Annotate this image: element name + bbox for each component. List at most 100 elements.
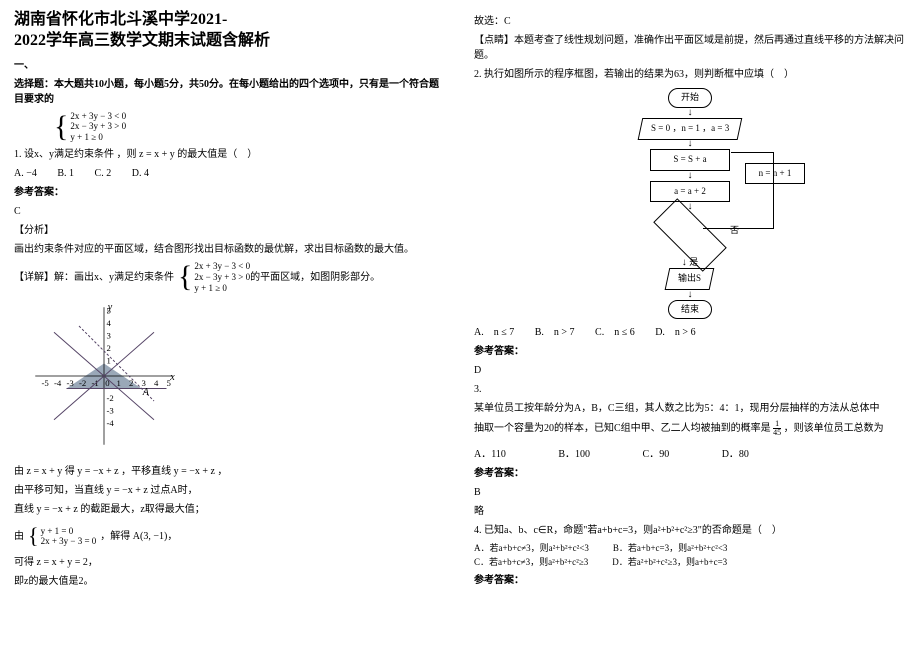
section-1-desc: 选择题：本大题共10小题，每小题5分，共50分。在每小题给出的四个选项中，只有是… xyxy=(14,77,446,107)
fc-side-step: n = n + 1 xyxy=(745,163,805,185)
brace-icon: { xyxy=(178,262,192,292)
sys-prefix: 由 xyxy=(14,529,24,544)
exam-title: 湖南省怀化市北斗溪中学2021- 2022学年高三数学文期末试题含解析 xyxy=(14,10,446,52)
arrow-down-icon: ↓ xyxy=(585,290,795,300)
fc-step2: a = a + 2 xyxy=(650,181,730,203)
opt-c: C．90 xyxy=(643,449,670,460)
fc-step1: S = S + a xyxy=(650,149,730,171)
feasible-region-graph: -5-4-3 -2-10 123 45 123 45 -2-3-4 A xy xyxy=(14,301,194,451)
opt-d: D．若a²+b²+c²≥3，则a+b+c=3 xyxy=(612,557,727,567)
answer-label: 参考答案： xyxy=(474,344,906,359)
analysis-label: 【分析】 xyxy=(14,223,446,238)
sol-line: 由平移可知，当直线 y = −x + z 过点A时， xyxy=(14,483,446,498)
left-column: 湖南省怀化市北斗溪中学2021- 2022学年高三数学文期末试题含解析 一、 选… xyxy=(0,0,460,651)
x-ticks: -5-4-3 -2-10 123 45 xyxy=(42,378,172,388)
title-line-1: 湖南省怀化市北斗溪中学2021- xyxy=(14,10,446,31)
section-1-label: 一、 xyxy=(14,58,446,73)
svg-text:1: 1 xyxy=(117,378,121,388)
svg-text:4: 4 xyxy=(107,318,112,328)
svg-text:2: 2 xyxy=(107,343,111,353)
dianjing: 【点睛】本题考查了线性规划问题，准确作出平面区域是前提，然后再通过直线平移的方法… xyxy=(474,33,906,63)
fc-end: 结束 xyxy=(668,300,712,320)
hence: 故选：C xyxy=(474,14,906,29)
q1-suffix: ，则 z = x + y 的最大值是（ ） xyxy=(117,149,258,160)
opt-b: B. 1 xyxy=(57,168,74,179)
q2-options: A. n ≤ 7 B. n > 7 C. n ≤ 6 D. n > 6 xyxy=(474,325,906,340)
opt-d: D．80 xyxy=(722,449,749,460)
q3-line: 某单位员工按年龄分为A，B，C三组，其人数之比为5：4：1，现用分层抽样的方法从… xyxy=(474,401,906,416)
q3-fragment: ，则该单位员工总数为 xyxy=(784,423,884,434)
sys-line: 2x + 3y − 3 < 0 xyxy=(70,111,126,122)
sys-line: y + 1 = 0 xyxy=(41,526,97,537)
sol-line: 由 z = x + y 得 y = −x + z ，平移直线 y = −x + … xyxy=(14,464,446,479)
q1-stem: 1. 设x、y满足约束条件 ，则 z = x + y 的最大值是（ ） xyxy=(14,147,446,162)
svg-text:4: 4 xyxy=(154,378,159,388)
opt-d: D. 4 xyxy=(132,168,149,179)
q1-system: { 2x + 3y − 3 < 0 2x − 3y + 3 > 0 y + 1 … xyxy=(14,111,446,143)
fraction: 1 45 xyxy=(773,420,781,437)
sys-line: 2x − 3y + 3 > 0 xyxy=(70,121,126,132)
opt-a: A．若a+b+c≠3，则a²+b²+c²<3 xyxy=(474,543,589,553)
opt-c: C. n ≤ 6 xyxy=(595,327,635,338)
point-a-label: A xyxy=(142,387,150,398)
svg-text:3: 3 xyxy=(107,331,112,341)
svg-text:-2: -2 xyxy=(107,393,114,403)
fc-init: S = 0 ，n = 1 ，a = 3 xyxy=(638,118,743,140)
opt-a: A. −4 xyxy=(14,168,37,179)
opt-c: C．若a+b+c≠3，则a²+b²+c²≥3 xyxy=(474,557,588,567)
detail-label: 【详解】解：画出x、y满足约束条件 xyxy=(14,270,174,285)
sys-line: y + 1 ≥ 0 xyxy=(194,283,250,294)
svg-text:-4: -4 xyxy=(107,418,115,428)
q2-answer: D xyxy=(474,363,906,378)
q3-answer: B xyxy=(474,485,906,500)
title-line-2: 2022学年高三数学文期末试题含解析 xyxy=(14,31,446,52)
opt-c: C. 2 xyxy=(95,168,112,179)
q2-stem: 2. 执行如图所示的程序框图，若输出的结果为63，则判断框中应填（ ） xyxy=(474,67,906,82)
q4-options: A．若a+b+c≠3，则a²+b²+c²<3 B．若a+b+c=3，则a²+b²+… xyxy=(474,542,906,569)
svg-text:-3: -3 xyxy=(67,378,75,388)
opt-a: A．110 xyxy=(474,449,506,460)
sys-line: y + 1 ≥ 0 xyxy=(70,132,126,143)
svg-text:-2: -2 xyxy=(79,378,86,388)
q3-line2: 抽取一个容量为20的样本，已知C组中甲、乙二人均被抽到的概率是 1 45 ，则该… xyxy=(474,420,906,437)
sys-line: 2x + 3y − 3 < 0 xyxy=(194,261,250,272)
q1-analysis: 画出约束条件对应的平面区域，结合图形找出目标函数的最优解，求出目标函数的最大值。 xyxy=(14,242,446,257)
right-column: 故选：C 【点睛】本题考查了线性规划问题，准确作出平面区域是前提，然后再通过直线… xyxy=(460,0,920,651)
brace-icon: { xyxy=(54,112,68,142)
answer-label: 参考答案： xyxy=(474,466,906,481)
q3-fragment: 抽取一个容量为20的样本，已知C组中甲、乙二人均被抽到的概率是 xyxy=(474,423,771,434)
opt-b: B．100 xyxy=(558,449,590,460)
svg-text:-4: -4 xyxy=(54,378,62,388)
fc-start: 开始 xyxy=(668,88,712,108)
q1-prefix: 1. 设x、y满足约束条件 xyxy=(14,149,114,160)
svg-text:-3: -3 xyxy=(107,406,115,416)
fc-output: 输出S xyxy=(665,268,715,290)
q4-stem: 4. 已知a、b、c∈R，命题"若a+b+c=3，则a²+b²+c²≥3"的否命… xyxy=(474,523,906,538)
answer-label: 参考答案： xyxy=(14,185,446,200)
q3-num: 3. xyxy=(474,382,906,397)
lue: 略 xyxy=(474,504,906,519)
q3-options: A．110 B．100 C．90 D．80 xyxy=(474,447,906,462)
sol-line: 可得 z = x + y = 2， xyxy=(14,555,446,570)
svg-text:y: y xyxy=(107,302,113,313)
opt-d: D. n > 6 xyxy=(655,327,695,338)
sys-suffix: ，解得 A(3, −1)， xyxy=(100,529,177,544)
answer-label: 参考答案： xyxy=(474,573,906,588)
sys-line: 2x + 3y − 3 = 0 xyxy=(41,536,97,547)
detail-row: 【详解】解：画出x、y满足约束条件 { 2x + 3y − 3 < 0 2x −… xyxy=(14,261,446,293)
q1-answer: C xyxy=(14,204,446,219)
arrow-down-icon: ↓ xyxy=(585,108,795,118)
sol-system-row: 由 { y + 1 = 0 2x + 3y − 3 = 0 ，解得 A(3, −… xyxy=(14,521,446,551)
opt-b: B. n > 7 xyxy=(535,327,575,338)
brace-icon: { xyxy=(28,521,39,551)
detail-suffix: 的平面区域，如图阴影部分。 xyxy=(250,270,380,285)
sys-line: 2x − 3y + 3 > 0 xyxy=(194,272,250,283)
branch-no: 否 xyxy=(730,224,739,238)
opt-b: B．若a+b+c=3，则a²+b²+c²<3 xyxy=(613,543,728,553)
svg-text:x: x xyxy=(169,372,175,383)
frac-den: 45 xyxy=(773,429,781,437)
svg-text:-5: -5 xyxy=(42,378,50,388)
opt-a: A. n ≤ 7 xyxy=(474,327,514,338)
q1-options: A. −4 B. 1 C. 2 D. 4 xyxy=(14,166,446,181)
flowchart: 开始 ↓ S = 0 ，n = 1 ，a = 3 ↓ S = S + a ↓ a… xyxy=(585,88,795,319)
